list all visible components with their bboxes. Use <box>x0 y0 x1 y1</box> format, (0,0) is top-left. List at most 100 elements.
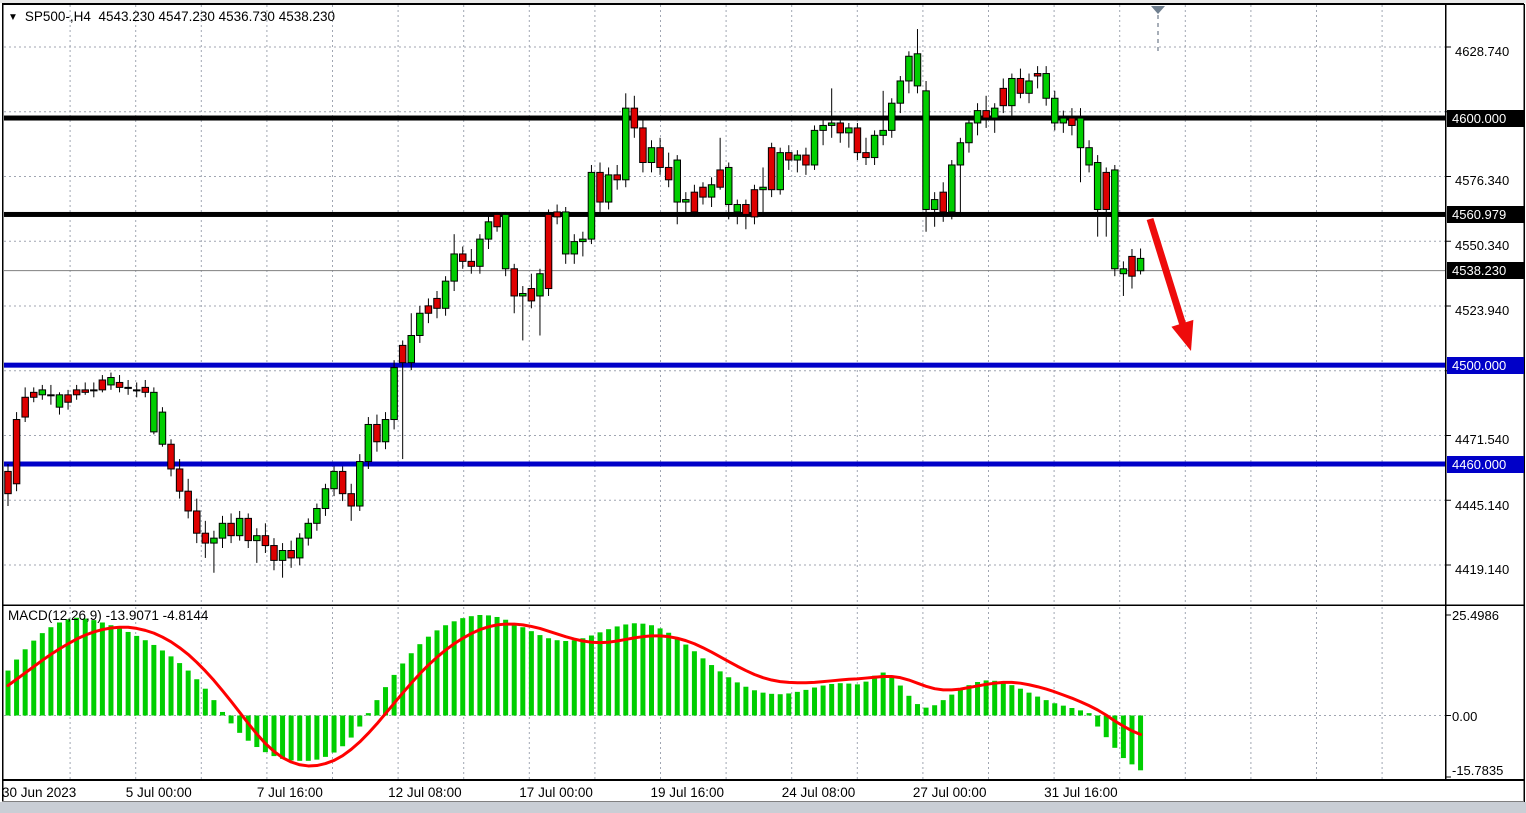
macd-histogram-bar <box>460 618 466 716</box>
candle-body <box>527 288 536 302</box>
candle-body <box>990 107 999 119</box>
macd-histogram-bar <box>734 682 740 716</box>
candle-body <box>390 367 398 421</box>
candle-body <box>870 134 879 159</box>
macd-histogram-bar <box>914 704 920 716</box>
candle-body <box>1033 73 1042 77</box>
candle-body <box>38 389 47 396</box>
candle-body <box>862 152 870 159</box>
macd-histogram-bar <box>245 715 251 741</box>
price-axis-label: 4628.740 <box>1455 44 1510 59</box>
macd-histogram-bar <box>297 715 303 761</box>
price-axis-label: 4550.340 <box>1455 237 1510 253</box>
time-axis[interactable]: 30 Jun 2023 5 Jul 00:00 7 Jul 16:00 12 Jul … <box>0 783 1526 802</box>
macd-histogram-bar <box>829 683 835 716</box>
macd-axis-label: 25.4986 <box>1452 608 1499 623</box>
macd-histogram-bar <box>640 623 646 716</box>
support-price-tag-4460[interactable]: 4460.000 <box>1447 455 1524 473</box>
macd-histogram-bar <box>1009 685 1015 716</box>
candle-body <box>613 174 621 181</box>
macd-histogram-bar <box>580 638 586 716</box>
macd-histogram-bar <box>1052 703 1058 716</box>
candle-body <box>1051 97 1059 124</box>
candle-body <box>1136 257 1145 272</box>
macd-histogram-bar <box>760 692 766 716</box>
support-price-tag-4500[interactable]: 4500.000 <box>1447 356 1524 374</box>
macd-axis-label: -15.7835 <box>1452 763 1504 778</box>
candle-body <box>193 510 201 534</box>
time-axis-label: 7 Jul 16:00 <box>256 785 323 800</box>
support-line-4460.000[interactable] <box>4 461 1445 467</box>
macd-histogram-bar <box>906 695 912 716</box>
macd-histogram-bar <box>1086 713 1092 716</box>
macd-histogram-bar <box>717 671 723 716</box>
time-axis-label: 5 Jul 00:00 <box>125 785 192 800</box>
macd-histogram-bar <box>571 640 577 716</box>
macd-histogram-bar <box>846 683 852 716</box>
candle-body <box>733 204 742 213</box>
macd-histogram-bar <box>434 630 440 716</box>
macd-histogram-bar <box>511 623 517 716</box>
price-axis-separator <box>1445 4 1447 781</box>
macd-histogram-bar <box>391 674 397 716</box>
candle-body <box>776 152 784 191</box>
candle-body <box>536 273 544 297</box>
resistance-price-tag-4600[interactable]: 4600.000 <box>1447 109 1524 127</box>
macd-histogram-bar <box>588 635 594 716</box>
candle-body <box>64 394 72 403</box>
chart-shift-marker-icon[interactable] <box>1151 6 1165 14</box>
macd-axis-label: 0.00 <box>1452 708 1478 724</box>
macd-histogram-bar <box>117 628 123 716</box>
candle-body <box>55 394 64 408</box>
macd-histogram-bar <box>159 650 165 716</box>
macd-main-value: -13.9071 <box>105 608 159 623</box>
candle-body <box>1008 77 1016 107</box>
down-arrow-head-icon[interactable] <box>1171 319 1194 351</box>
resistance-line-4600.000[interactable] <box>4 115 1445 121</box>
macd-histogram-bar <box>503 619 509 716</box>
price-axis[interactable]: 4628.740 4576.340 4550.340 4523.940 4471.540… <box>1446 4 1526 779</box>
macd-histogram-bar <box>769 693 775 716</box>
down-arrow-line[interactable] <box>1146 217 1187 329</box>
candle-body <box>313 507 321 524</box>
candle-body <box>287 550 295 559</box>
macd-histogram-bar <box>606 629 612 716</box>
macd-histogram-bar <box>485 615 491 716</box>
macd-histogram-bar <box>683 644 689 716</box>
candle-body <box>930 199 939 210</box>
candle-body <box>81 389 89 393</box>
time-axis-label: 12 Jul 08:00 <box>388 785 462 800</box>
window-border-right <box>1523 4 1525 802</box>
support-line-4500.000[interactable] <box>4 362 1445 368</box>
macd-histogram-bar <box>443 625 449 716</box>
window-bottom-edge <box>0 802 1526 813</box>
price-axis-label: 4523.940 <box>1455 302 1510 318</box>
macd-histogram-bar <box>288 715 294 761</box>
macd-axis[interactable]: 25.4986 0.00 -15.7835 <box>1446 606 1526 779</box>
candle-body <box>373 423 381 443</box>
candle-body <box>1085 147 1093 166</box>
macd-histogram-bar <box>65 619 71 716</box>
macd-histogram-bar <box>923 707 929 716</box>
candle-body <box>939 191 947 213</box>
symbol-dropdown-icon[interactable]: ▼ <box>8 12 18 23</box>
macd-histogram-bar <box>1035 696 1041 716</box>
candle-body <box>1025 80 1033 94</box>
macd-histogram-bar <box>537 635 543 716</box>
macd-histogram-bar <box>597 632 603 716</box>
candle-body <box>1076 117 1085 149</box>
candle-body <box>158 411 167 445</box>
resistance-price-tag-4560[interactable]: 4560.979 <box>1447 205 1524 223</box>
macd-histogram-bar <box>211 700 217 716</box>
candle-body <box>553 211 561 218</box>
macd-histogram-bar <box>940 700 946 716</box>
resistance-line-4560.979[interactable] <box>4 211 1445 217</box>
candle-body <box>132 389 141 392</box>
macd-histogram-bar <box>271 715 277 757</box>
candle-body <box>433 297 441 309</box>
macd-histogram-bar <box>31 640 37 716</box>
candle-body <box>476 238 484 267</box>
candle-body <box>12 419 21 485</box>
